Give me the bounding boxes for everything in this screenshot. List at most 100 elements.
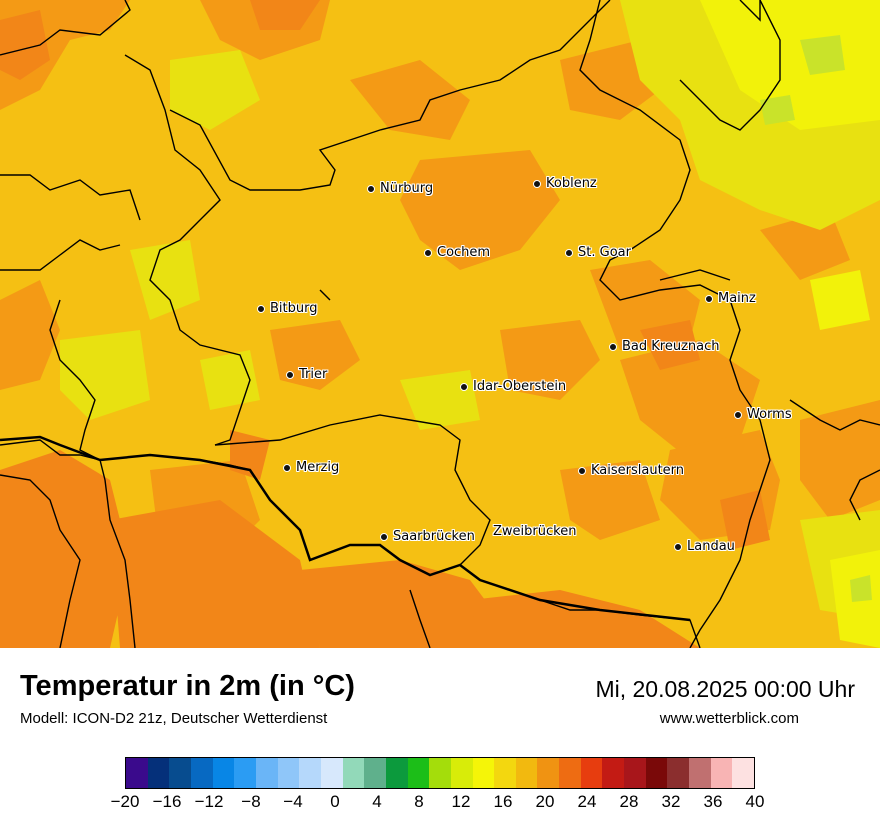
city-dot-icon (533, 179, 541, 188)
city-dot-icon (565, 248, 573, 257)
city-marker: Worms (734, 407, 792, 422)
city-marker: St. Goar (565, 245, 631, 260)
city-label: Landau (687, 539, 735, 554)
temperature-field (0, 0, 880, 648)
city-dot-icon (424, 248, 432, 257)
colorbar-tick-label: −20 (110, 792, 140, 811)
city-label: Trier (299, 367, 328, 382)
city-label: Saarbrücken (393, 529, 475, 544)
city-label: Koblenz (546, 176, 597, 191)
colorbar-segment (364, 758, 386, 788)
colorbar-segment (580, 758, 603, 788)
green-zones (760, 35, 872, 602)
colorbar-segment (559, 758, 581, 788)
city-dot-icon (609, 342, 617, 351)
colorbar-tick-label: 24 (577, 792, 597, 811)
colorbar-segment (277, 758, 300, 788)
colorbar-segment (537, 758, 560, 788)
city-label: Worms (747, 407, 792, 422)
city-marker: Saarbrücken (380, 529, 475, 544)
city-label: Zweibrücken (493, 524, 577, 539)
city-dot-icon (674, 542, 682, 551)
city-marker: Bitburg (257, 301, 318, 316)
city-marker: Koblenz (533, 176, 597, 191)
colorbar-segment (624, 758, 646, 788)
colorbar-tick-label: −4 (283, 792, 303, 811)
border-lines (0, 0, 880, 648)
national-border (0, 435, 691, 622)
colorbar-segment (126, 758, 148, 788)
city-marker: Bad Kreuznach (609, 339, 720, 354)
city-marker: Landau (674, 539, 735, 554)
city-label: St. Goar (578, 245, 631, 260)
colorbar-segment (169, 758, 191, 788)
city-marker: Idar-Oberstein (460, 379, 566, 394)
colorbar-segment (472, 758, 495, 788)
colorbar-tick-label: 40 (745, 792, 765, 811)
colorbar-segment (494, 758, 516, 788)
colorbar-tick-label: −16 (152, 792, 182, 811)
colorbar-segment (515, 758, 538, 788)
city-marker: Merzig (283, 460, 339, 475)
city-dot-icon (705, 294, 713, 303)
colorbar-tick-label: 4 (372, 792, 382, 811)
colorbar-segment (732, 758, 755, 788)
forecast-datetime: Mi, 20.08.2025 00:00 Uhr (595, 676, 855, 702)
colorbar-tick-label: 20 (535, 792, 555, 811)
model-info: Modell: ICON-D2 21z, Deutscher Wetterdie… (20, 710, 328, 727)
colorbar-segment (212, 758, 235, 788)
city-label: Merzig (296, 460, 340, 475)
city-label: Nürburg (380, 181, 434, 196)
colorbar-segment (667, 758, 690, 788)
colorbar-segment (710, 758, 733, 788)
website-link[interactable]: www.wetterblick.com (659, 710, 799, 727)
city-dot-icon (734, 410, 742, 419)
colorbar-segment (234, 758, 256, 788)
colorbar-segment (602, 758, 625, 788)
colorbar-segment (385, 758, 408, 788)
colorbar-segment (255, 758, 278, 788)
colorbar-tick-label: −12 (194, 792, 224, 811)
colorbar-segment (407, 758, 430, 788)
colorbar-tick-label: 16 (493, 792, 513, 811)
city-label: Mainz (718, 291, 756, 306)
city-dot-icon (578, 466, 586, 475)
city-dot-icon (460, 382, 468, 391)
colorbar-segment (689, 758, 711, 788)
map-title: Temperatur in 2m (in °C) (20, 670, 355, 702)
city-marker: Nürburg (367, 181, 433, 196)
city-label: Bitburg (270, 301, 318, 316)
colorbar-tick-label: 0 (330, 792, 340, 811)
hot-zones (0, 0, 770, 648)
colorbar (125, 757, 755, 789)
colorbar-segment (450, 758, 473, 788)
city-dot-icon (286, 370, 294, 379)
colorbar-segment (299, 758, 321, 788)
colorbar-tick-label: 32 (661, 792, 681, 811)
colorbar-tick-label: 12 (451, 792, 471, 811)
colorbar-ticks: −20 −16 −12 −8 −4 0 4 8 12 16 20 24 28 32 36 40 (111, 792, 765, 816)
city-marker: Zweibrücken (480, 524, 576, 539)
colorbar-tick-label: 36 (703, 792, 723, 811)
colorbar-tick-label: 28 (619, 792, 639, 811)
city-dot-icon (380, 532, 388, 541)
city-label: Idar-Oberstein (473, 379, 567, 394)
colorbar-segment (190, 758, 213, 788)
colorbar-tick-label: 8 (414, 792, 424, 811)
colorbar-segment (147, 758, 170, 788)
colorbar-segment (429, 758, 451, 788)
colorbar-segment (645, 758, 668, 788)
city-label: Kaiserslautern (591, 463, 685, 478)
city-dot-icon (283, 463, 291, 472)
colorbar-segment (320, 758, 343, 788)
city-marker: Cochem (424, 245, 490, 260)
colorbar-tick-label: −8 (241, 792, 261, 811)
city-label: Bad Kreuznach (622, 339, 720, 354)
colorbar-segment (342, 758, 365, 788)
city-label: Cochem (437, 245, 491, 260)
temperature-map: Nürburg Koblenz Cochem St. Goar Mainz Bitburg… (0, 0, 880, 648)
city-marker: Mainz (705, 291, 756, 306)
city-dot-icon (257, 304, 265, 313)
city-dot-icon (367, 184, 375, 193)
city-marker: Kaiserslautern (578, 463, 684, 478)
